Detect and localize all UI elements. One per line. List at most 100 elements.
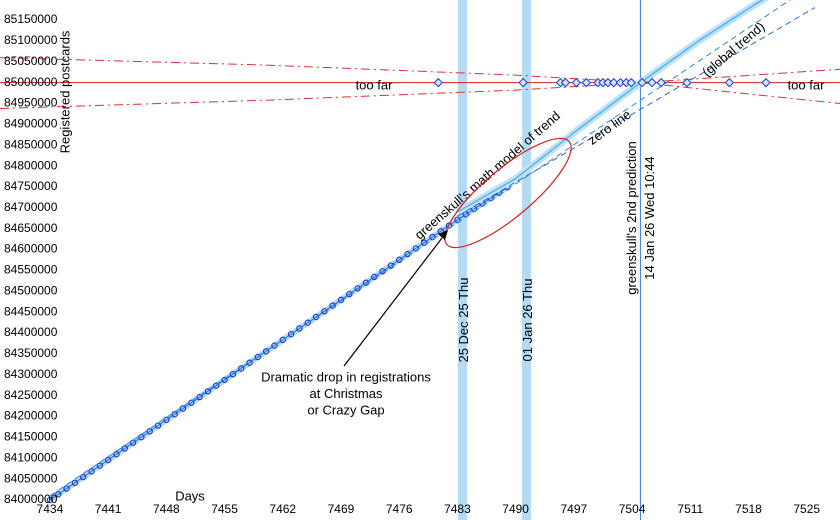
x-tick-label: 7469 [328,502,355,516]
y-tick-label: 84550000 [4,263,58,277]
annotation: too far [356,77,394,92]
y-tick-label: 84350000 [4,346,58,360]
registration-point [229,370,237,378]
registration-point [96,462,104,469]
registration-point [296,325,303,332]
registration-point [204,388,212,395]
y-tick-label: 84250000 [4,388,58,402]
annotation: Dramatic drop in registrations [261,369,431,384]
y-tick-label: 85100000 [4,33,58,47]
y-tick-label: 84650000 [4,221,58,235]
y-tick-label: 84050000 [4,471,58,485]
x-tick-label: 7497 [561,502,588,516]
axis-title: Registered postcards [57,30,72,153]
x-tick-label: 7448 [153,502,180,516]
registration-point [254,353,262,361]
y-tick-label: 85000000 [4,75,58,89]
registration-point [329,302,336,309]
registration-point [237,365,245,372]
registration-point [104,456,112,464]
annotation: too far [788,77,826,92]
x-tick-label: 7518 [735,502,762,516]
registration-point [271,342,278,349]
y-tick-label: 84400000 [4,325,58,339]
annotation: greenskull's math model of trend [412,108,563,242]
trend-line [0,68,840,109]
date-band [457,0,467,520]
registration-point [88,468,95,475]
y-tick-label: 84750000 [4,179,58,193]
registration-point [213,382,220,389]
target-point [656,77,666,88]
y-tick-label: 84900000 [4,117,58,131]
axis-title: Days [175,488,205,503]
x-tick-label: 7525 [793,502,820,516]
prediction-label: 14 Jan 26 Wed 10:44 [642,156,657,279]
registration-point [321,308,328,315]
date-band [521,0,531,520]
registration-point [46,496,54,504]
y-tick-label: 84200000 [4,409,58,423]
x-tick-label: 7434 [37,502,64,516]
x-tick-label: 7483 [444,502,471,516]
y-tick-label: 84150000 [4,430,58,444]
registration-point [246,359,253,366]
y-tick-label: 84300000 [4,367,58,381]
annotation: at Christmas [310,386,383,401]
registration-point [337,296,345,304]
y-tick-label: 84950000 [4,96,58,110]
target-point [724,77,735,88]
y-tick-label: 84450000 [4,304,58,318]
highlight-ellipse [444,137,572,249]
trend-line [457,7,816,217]
target-point [433,77,444,88]
y-tick-label: 84500000 [4,283,58,297]
y-tick-label: 84850000 [4,137,58,151]
y-tick-label: 84000000 [4,492,58,506]
x-tick-label: 7455 [211,502,238,516]
y-tick-label: 84700000 [4,200,58,214]
target-point [626,77,636,88]
registration-point [71,479,79,487]
registration-point [113,451,120,458]
y-tick-label: 84100000 [4,450,58,464]
registration-point [196,393,203,401]
registration-point [346,290,353,298]
registration-point [287,330,295,338]
date-band-label: 01 Jan 26 Thu [520,279,535,362]
target-point [609,77,619,88]
arrow-line [343,237,443,367]
registration-point [171,411,178,418]
registration-point [262,348,270,355]
registration-point [312,313,320,321]
y-tick-label: 85150000 [4,12,58,26]
registration-point [121,445,128,452]
x-tick-label: 7511 [677,502,703,516]
target-point [581,77,592,88]
registration-point [221,376,228,384]
annotation: or Crazy Gap [307,402,384,417]
target-point [560,77,571,88]
trend-line [0,57,840,104]
target-point [647,77,657,88]
registration-point [179,405,187,412]
date-band-label: 25 Dec 25 Thu [456,277,471,362]
trend-line [49,0,791,497]
y-tick-label: 84800000 [4,158,58,172]
annotation: (global trend) [699,19,767,80]
labels: 84000000 84050000 84100000 84150000 84200000… [4,12,825,516]
target-point [518,77,528,88]
y-tick-label: 85050000 [4,54,58,68]
registration-point [55,491,62,498]
target-point [571,77,582,88]
registration-point [304,319,311,326]
target-point [682,77,692,88]
target-point [761,77,771,88]
x-tick-label: 7476 [386,502,413,516]
x-tick-label: 7462 [269,502,296,516]
arrow-head [438,230,448,240]
x-tick-label: 7441 [95,502,122,516]
registration-point [188,399,195,406]
